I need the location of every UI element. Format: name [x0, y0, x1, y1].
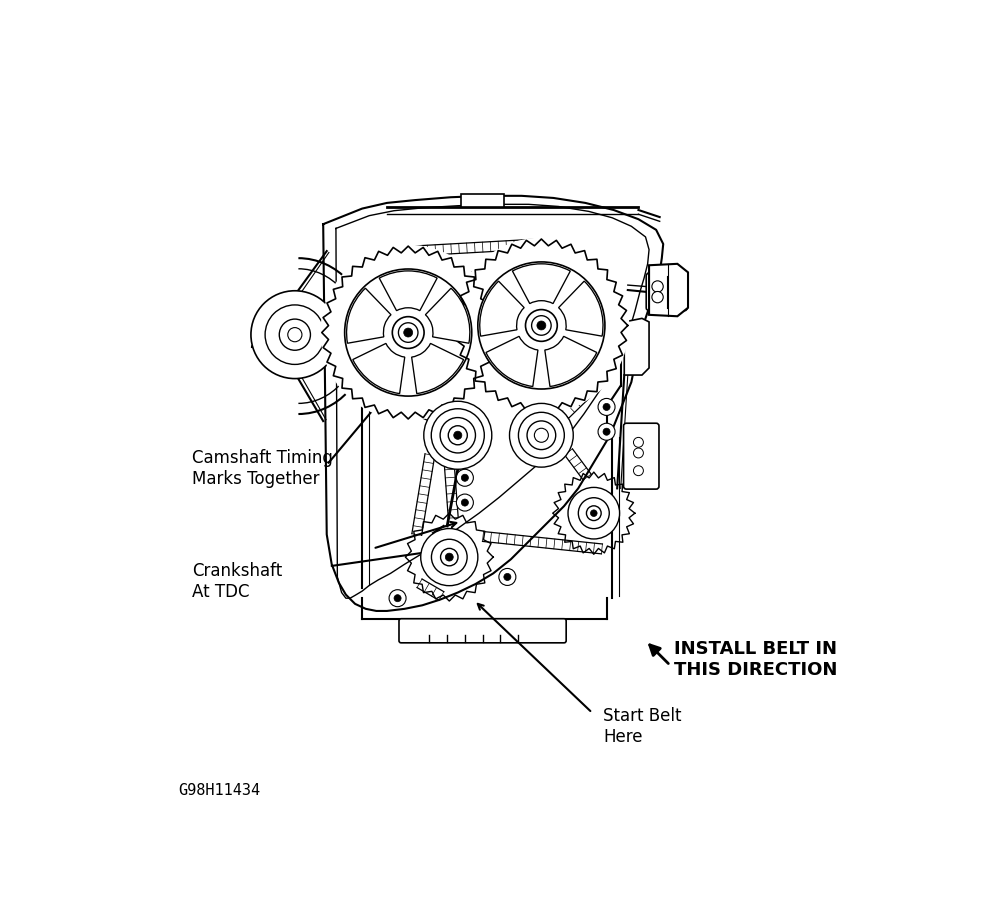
- Circle shape: [499, 569, 516, 585]
- Circle shape: [568, 488, 620, 539]
- Wedge shape: [558, 282, 603, 336]
- Circle shape: [368, 395, 385, 413]
- Circle shape: [535, 429, 548, 443]
- Wedge shape: [412, 344, 463, 394]
- Circle shape: [441, 549, 458, 566]
- Wedge shape: [352, 344, 405, 394]
- Circle shape: [373, 376, 380, 382]
- Circle shape: [392, 317, 424, 349]
- Circle shape: [432, 539, 467, 575]
- Circle shape: [461, 475, 468, 482]
- FancyBboxPatch shape: [646, 274, 687, 312]
- Circle shape: [265, 306, 325, 365]
- Text: Start Belt
Here: Start Belt Here: [603, 707, 681, 745]
- Circle shape: [453, 432, 462, 440]
- Circle shape: [453, 238, 630, 414]
- Circle shape: [368, 370, 385, 388]
- Text: G98H11434: G98H11434: [178, 782, 260, 797]
- Circle shape: [456, 494, 473, 512]
- Circle shape: [603, 404, 610, 411]
- Wedge shape: [426, 289, 470, 344]
- Circle shape: [441, 418, 475, 453]
- Circle shape: [634, 448, 644, 459]
- Wedge shape: [346, 289, 391, 344]
- Circle shape: [345, 269, 472, 397]
- Circle shape: [527, 422, 555, 450]
- Circle shape: [526, 311, 557, 342]
- Circle shape: [389, 590, 406, 607]
- FancyBboxPatch shape: [624, 424, 659, 490]
- Circle shape: [279, 320, 311, 351]
- Wedge shape: [379, 272, 438, 312]
- Circle shape: [373, 401, 380, 407]
- Circle shape: [478, 263, 605, 390]
- Circle shape: [424, 402, 492, 470]
- Circle shape: [398, 351, 405, 357]
- Circle shape: [519, 413, 564, 459]
- Circle shape: [398, 323, 418, 343]
- Circle shape: [651, 292, 663, 303]
- Circle shape: [456, 470, 473, 487]
- Wedge shape: [480, 282, 524, 336]
- Circle shape: [288, 328, 302, 343]
- Circle shape: [586, 506, 601, 521]
- Circle shape: [532, 316, 551, 335]
- FancyBboxPatch shape: [399, 619, 566, 643]
- Circle shape: [321, 245, 496, 421]
- Text: INSTALL BELT IN
THIS DIRECTION: INSTALL BELT IN THIS DIRECTION: [674, 640, 838, 678]
- Circle shape: [394, 595, 401, 602]
- Polygon shape: [649, 265, 688, 317]
- Circle shape: [250, 291, 339, 380]
- Circle shape: [510, 404, 573, 468]
- Circle shape: [578, 498, 609, 529]
- Wedge shape: [486, 337, 538, 387]
- Circle shape: [598, 399, 615, 416]
- Circle shape: [603, 428, 610, 436]
- Circle shape: [461, 499, 468, 506]
- Circle shape: [421, 529, 478, 586]
- Circle shape: [651, 281, 663, 293]
- Circle shape: [404, 329, 413, 337]
- Wedge shape: [513, 265, 570, 304]
- Circle shape: [432, 409, 484, 462]
- FancyBboxPatch shape: [461, 195, 504, 208]
- Circle shape: [634, 438, 644, 448]
- Circle shape: [590, 510, 597, 517]
- Wedge shape: [544, 337, 597, 387]
- Circle shape: [504, 573, 511, 581]
- Circle shape: [448, 426, 467, 446]
- Circle shape: [393, 346, 410, 363]
- Text: Camshaft Timing
Marks Together: Camshaft Timing Marks Together: [192, 448, 333, 487]
- Circle shape: [634, 466, 644, 476]
- Polygon shape: [625, 319, 649, 376]
- Circle shape: [598, 424, 615, 441]
- Circle shape: [537, 322, 545, 331]
- Text: Crankshaft
At TDC: Crankshaft At TDC: [192, 562, 282, 600]
- Circle shape: [446, 553, 453, 562]
